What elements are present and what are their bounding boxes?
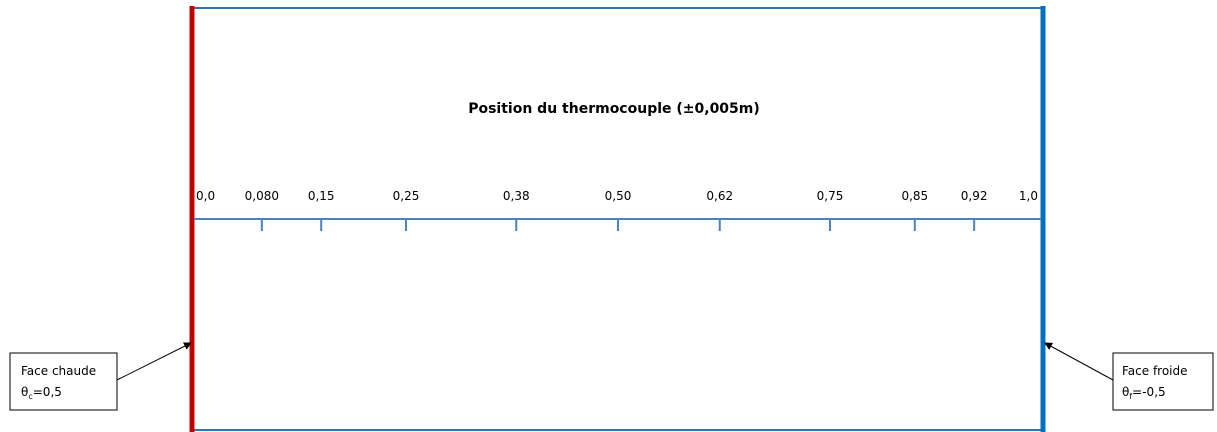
tick-label: 0,38 [503, 189, 530, 203]
tick-label: 0,62 [706, 189, 733, 203]
value: =0,5 [33, 385, 62, 399]
title: Position du thermocouple (±0,005m) [468, 101, 760, 117]
hot-arrow [116, 342, 192, 381]
tick-label: 0,25 [393, 189, 420, 203]
tick-label: 0,85 [901, 189, 928, 203]
tick-label: 1,0 [1019, 189, 1038, 203]
cold-arrow [1044, 342, 1114, 381]
tick-label: 0,15 [308, 189, 335, 203]
symbol: θ [1122, 385, 1129, 399]
cold-label: Face froide [1122, 364, 1188, 378]
ticks: 0,0 0,080 0,15 0,25 0,38 0,50 0,62 0,75 0,85 0,92… [196, 189, 1038, 231]
symbol: θ [21, 385, 28, 399]
hot-callout [9, 352, 118, 411]
subscript: f [1129, 392, 1132, 401]
cold-value: θf=-0,5 [1122, 385, 1166, 401]
tick-label: 0,080 [245, 189, 279, 203]
hot-label: Face chaude [21, 364, 96, 378]
tick-label: 0,0 [196, 189, 215, 203]
tick-label: 0,50 [605, 189, 632, 203]
value: =-0,5 [1132, 385, 1165, 399]
hot-value: θc=0,5 [21, 385, 62, 401]
cold-callout [1112, 352, 1214, 411]
subscript: c [28, 392, 32, 401]
tick-label: 0,92 [961, 189, 988, 203]
tick-label: 0,75 [817, 189, 844, 203]
